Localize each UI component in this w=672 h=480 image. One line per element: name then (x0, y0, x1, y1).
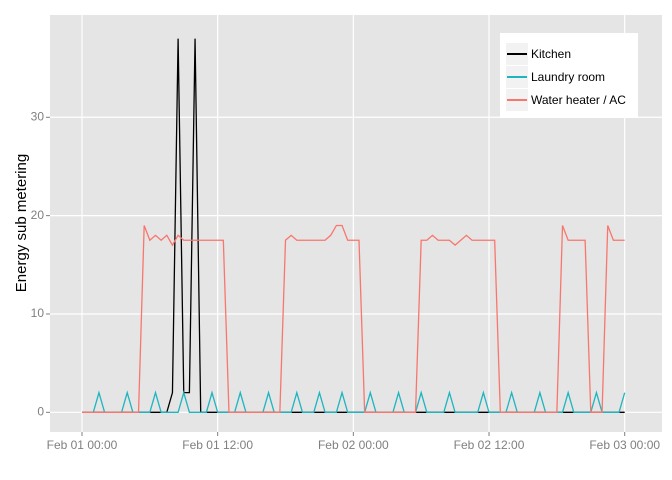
x-tick-label: Feb 02 00:00 (318, 438, 389, 452)
y-tick-label: 0 (37, 405, 44, 419)
y-tick-label: 20 (31, 208, 45, 222)
y-tick-label: 30 (31, 109, 45, 123)
x-tick-label: Feb 03 00:00 (589, 438, 660, 452)
x-tick-label: Feb 01 00:00 (47, 438, 118, 452)
legend-label: Laundry room (531, 70, 605, 84)
y-tick-label: 10 (31, 306, 45, 320)
legend-label: Kitchen (531, 47, 571, 61)
series-line (81, 224, 625, 413)
x-tick-label: Feb 01 12:00 (182, 438, 253, 452)
x-tick-label: Feb 02 12:00 (454, 438, 525, 452)
legend-label: Water heater / AC (531, 93, 626, 107)
y-axis-title: Energy sub metering (13, 154, 30, 292)
